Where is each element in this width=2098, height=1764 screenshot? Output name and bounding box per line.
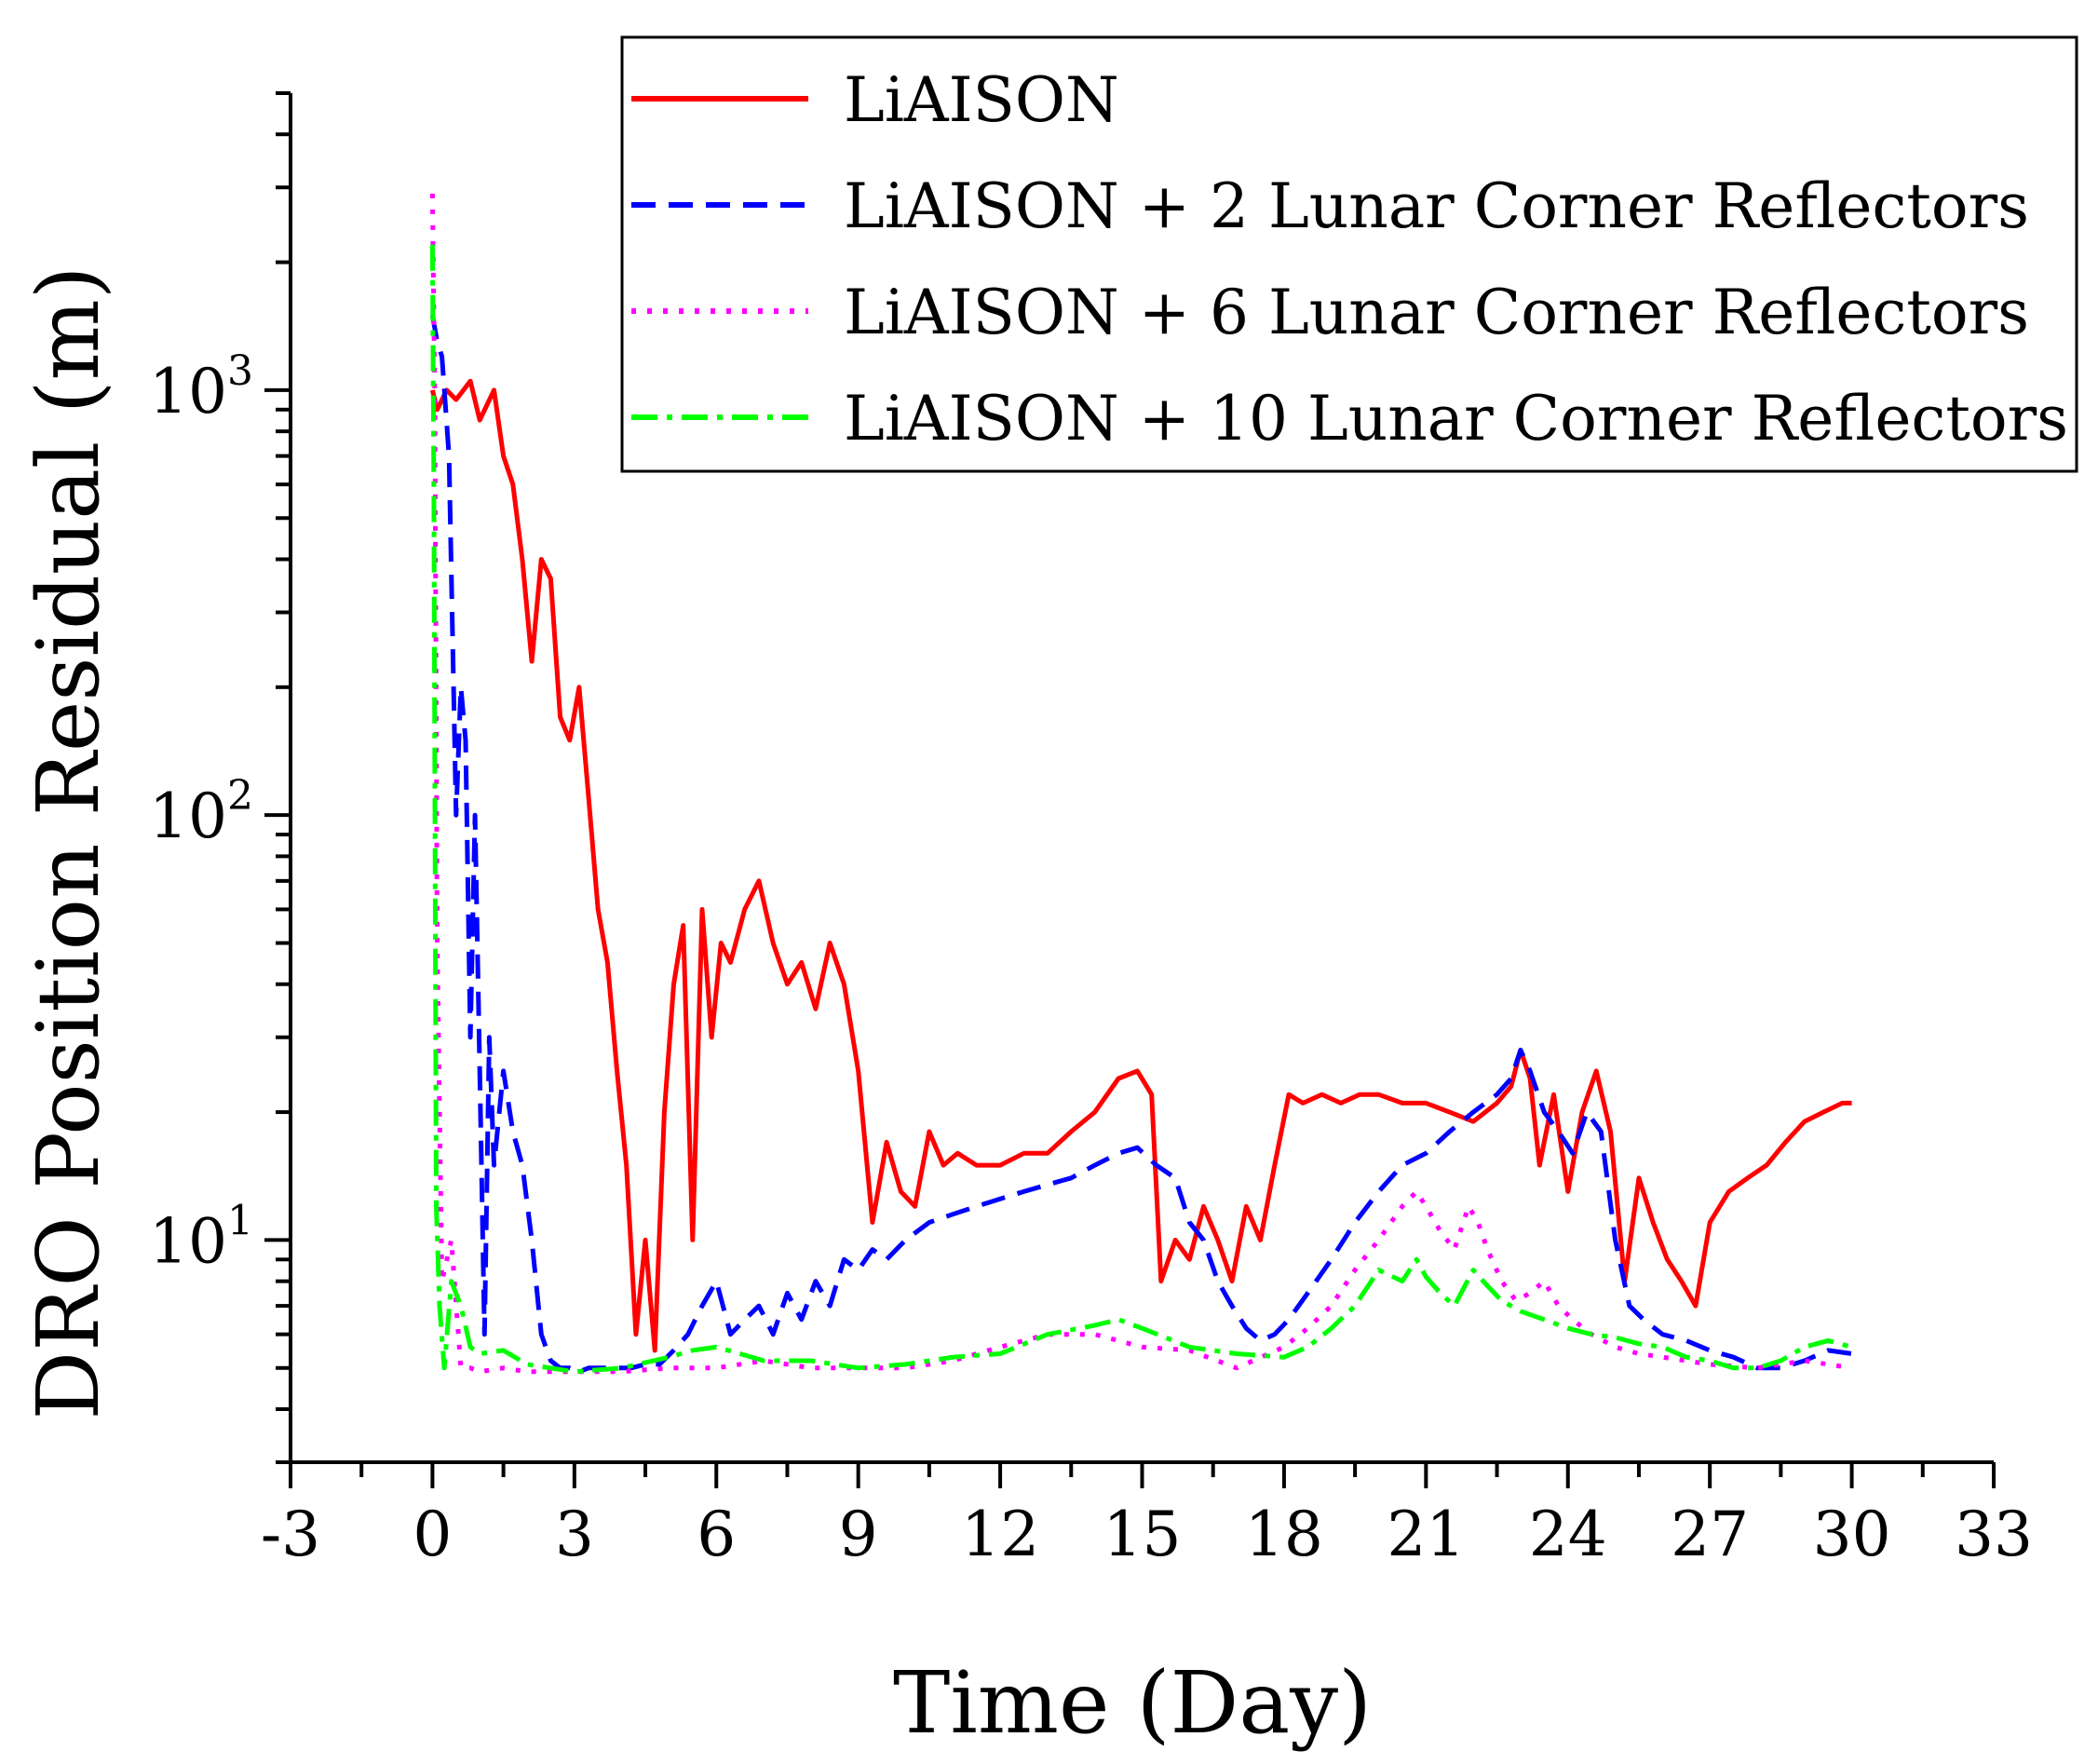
- series-line-1: [429, 378, 1852, 1353]
- tick-labels: -3 0 3 6 9 12 15 18 21 24 27 30 33 101 102 103: [149, 347, 2033, 1570]
- series-line-3: [429, 193, 1852, 1375]
- x-tick-label: 27: [1671, 1499, 1749, 1570]
- x-tick-label: 3: [555, 1499, 594, 1570]
- y-axis-title: DRO Position Residual (m): [19, 265, 118, 1419]
- x-tick-label: 21: [1387, 1499, 1465, 1570]
- legend-label-2: LiAISON + 2 Lunar Corner Reflectors: [844, 170, 2029, 242]
- plot-lines: [429, 193, 1853, 1375]
- y-tick-label: 101: [149, 1197, 253, 1277]
- x-tick-label: 24: [1529, 1499, 1607, 1570]
- x-tick-label: 30: [1813, 1499, 1891, 1570]
- x-axis-title: Time (Day): [893, 1653, 1372, 1753]
- y-tick-label: 102: [149, 772, 253, 852]
- axes: [264, 91, 1996, 1488]
- x-tick-label: -3: [261, 1499, 320, 1570]
- x-tick-label: 18: [1245, 1499, 1323, 1570]
- legend-box: [620, 35, 2078, 473]
- x-tick-label: 6: [697, 1499, 736, 1570]
- x-tick-label: 0: [413, 1499, 452, 1570]
- x-tick-label: 15: [1103, 1499, 1182, 1570]
- y-tick-label: 103: [149, 347, 253, 427]
- legend-label-1: LiAISON: [844, 64, 1119, 136]
- x-tick-label: 12: [961, 1499, 1039, 1570]
- x-tick-label: 33: [1955, 1499, 2033, 1570]
- legend: LiAISON LiAISON + 2 Lunar Corner Reflecto…: [620, 35, 2078, 473]
- series-line-4: [429, 244, 1853, 1375]
- legend-label-4: LiAISON + 10 Lunar Corner Reflectors: [844, 383, 2068, 455]
- legend-label-3: LiAISON + 6 Lunar Corner Reflectors: [844, 277, 2029, 348]
- x-tick-label: 9: [839, 1499, 878, 1570]
- series-line-2: [429, 315, 1852, 1375]
